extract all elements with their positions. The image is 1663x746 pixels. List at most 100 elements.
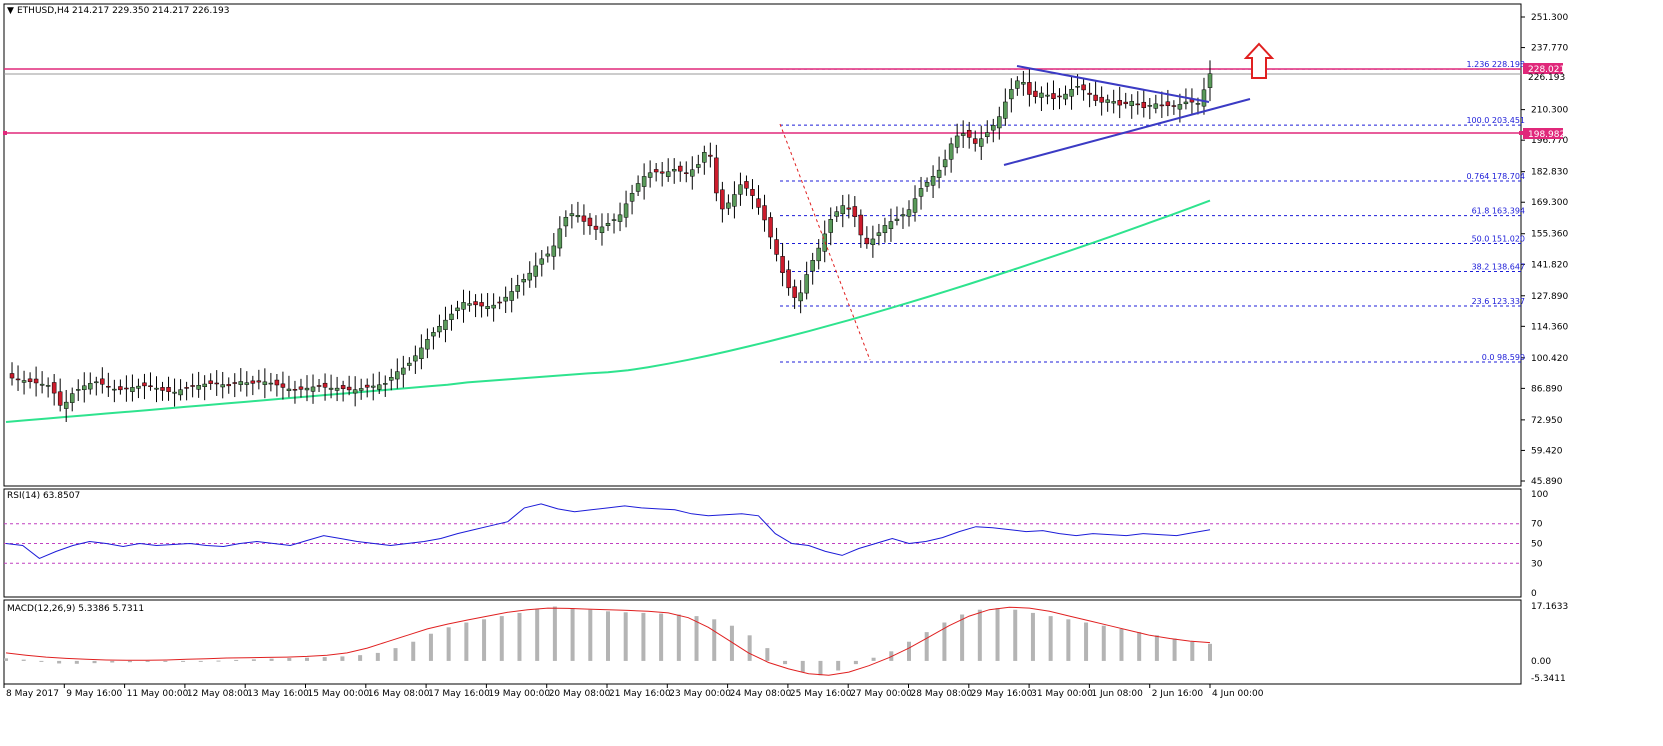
time-tick-label: 13 May 16:00 (247, 689, 309, 699)
bull-candle (425, 339, 430, 350)
bull-candle (75, 389, 81, 391)
macd-bar (765, 648, 770, 661)
bear-candle (142, 382, 147, 387)
bull-candle (21, 380, 27, 383)
macd-bar (375, 652, 380, 661)
bull-candle (136, 385, 141, 389)
time-tick-label: 21 May 16:00 (609, 689, 671, 699)
bull-candle (960, 133, 966, 136)
bear-candle (280, 383, 286, 388)
bear-candle (864, 237, 870, 245)
bull-candle (401, 367, 406, 375)
bull-candle (310, 386, 316, 392)
bear-candle (708, 154, 713, 157)
support-right-marker (1519, 131, 1523, 135)
macd-bar (1048, 616, 1053, 661)
rsi-line[interactable] (5, 503, 1211, 559)
bull-candle (45, 385, 51, 387)
rsi-label: RSI(14) 63.8507 (7, 491, 80, 501)
macd-bar (39, 660, 44, 662)
fib-level-label: 1.236 228.198 (1466, 60, 1525, 69)
macd-bar (1137, 632, 1142, 661)
bull-candle (623, 203, 629, 218)
bull-candle (88, 383, 93, 390)
macd-bar (340, 656, 345, 661)
bear-candle (720, 189, 725, 210)
fib-level-label: 100.0 203.451 (1466, 116, 1525, 125)
bull-candle (551, 245, 557, 257)
time-tick-label: 12 May 08:00 (187, 689, 249, 699)
bull-candle (997, 116, 1002, 129)
bear-candle (346, 386, 352, 391)
bull-candle (810, 260, 815, 272)
macd-bar (783, 660, 788, 665)
bull-candle (202, 383, 207, 387)
bull-candle (1153, 103, 1159, 109)
lower-trendline[interactable] (1003, 98, 1251, 166)
price-tick-label: 114.360 (1531, 322, 1568, 332)
macd-bar (4, 658, 8, 661)
macd-bar (21, 659, 26, 661)
time-tick-label: 27 May 00:00 (850, 689, 912, 699)
symbol-label: ETHUSD,H4 (17, 6, 70, 16)
bear-candle (51, 382, 57, 394)
bear-candle (322, 382, 328, 388)
bear-candle (659, 171, 665, 174)
bull-candle (491, 304, 496, 309)
macd-bar (818, 660, 823, 676)
bear-candle (1135, 103, 1141, 106)
bear-candle (1171, 105, 1177, 107)
bull-candle (485, 306, 490, 309)
macd-bar (659, 613, 664, 661)
fib-anchor-line (779, 123, 871, 361)
time-tick-label: 4 Jun 00:00 (1212, 689, 1264, 699)
bull-candle (515, 285, 520, 292)
bull-candle (665, 171, 671, 177)
bull-candle (413, 355, 418, 362)
bull-candle (244, 382, 250, 385)
macd-bar (995, 608, 1000, 661)
resistance-price-text: 228.021 (1528, 65, 1565, 75)
bull-candle (985, 132, 990, 137)
moving-average-line[interactable] (5, 199, 1211, 423)
time-tick-label: 23 May 00:00 (669, 689, 731, 699)
bull-candle (358, 388, 364, 391)
price-pane[interactable] (3, 3, 1522, 487)
bull-candle (1009, 89, 1014, 100)
bear-candle (587, 217, 593, 227)
bull-candle (936, 169, 942, 178)
upper-trendline[interactable] (1016, 65, 1210, 103)
macd-bar (676, 614, 681, 661)
macd-pane[interactable] (3, 599, 1522, 685)
macd-bar (74, 660, 79, 664)
collapse-triangle-icon[interactable]: ▼ (7, 6, 14, 16)
bull-candle (1111, 101, 1116, 104)
macd-bar (482, 619, 487, 661)
bear-candle (852, 206, 858, 217)
bear-candle (593, 225, 599, 230)
bear-candle (966, 129, 972, 138)
price-tick-label: 237.770 (1531, 44, 1568, 54)
bull-candle (1183, 101, 1189, 105)
bear-candle (364, 384, 370, 388)
time-tick-label: 20 May 08:00 (549, 689, 611, 699)
macd-bar (907, 641, 911, 661)
bull-candle (268, 382, 274, 385)
time-tick-label: 17 May 16:00 (428, 689, 490, 699)
ohlc-label: 214.217 229.350 214.217 226.193 (72, 6, 229, 16)
bull-candle (1003, 101, 1008, 119)
time-tick-label: 11 May 00:00 (127, 689, 189, 699)
macd-tick-label: 0.00 (1531, 657, 1551, 667)
rsi-axis: 100 70 50 30 0 (4, 490, 1548, 599)
bear-candle (1123, 101, 1128, 105)
macd-bar (1119, 628, 1124, 661)
bear-candle (1051, 93, 1056, 99)
support-price-text: 198.982 (1528, 130, 1565, 140)
fib-retracement[interactable]: 1.236 228.198 100.0 203.451 0.764 178.704 6… (780, 60, 1525, 363)
bull-candle (1201, 89, 1207, 107)
macd-signal-line[interactable] (5, 606, 1211, 676)
bull-candle (1045, 94, 1050, 97)
price-axis: 251.300 237.770 210.300 196.770 182.830 169.3… (1521, 13, 1568, 487)
bear-candle (1099, 96, 1104, 103)
